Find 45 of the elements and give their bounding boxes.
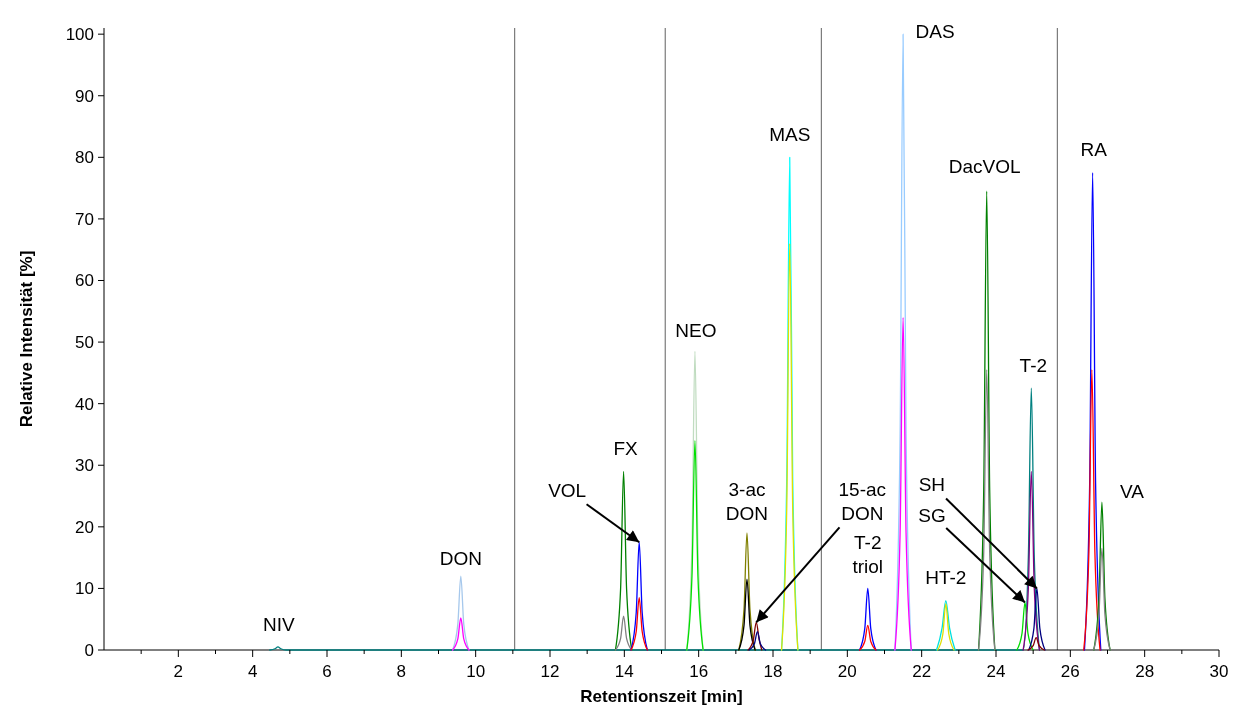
annotation: MAS: [769, 124, 811, 146]
y-tick-label: 10: [75, 579, 94, 599]
x-tick-label: 14: [614, 662, 634, 681]
x-tick-label: 10: [466, 662, 486, 681]
annotation: NEO: [675, 320, 717, 342]
annotation: DacVOL: [948, 156, 1021, 178]
x-axis-title: Retentionszeit [min]: [580, 687, 743, 706]
annotation: VOL: [548, 480, 587, 502]
y-tick-label: 50: [75, 333, 94, 353]
annotation: SG: [918, 504, 946, 526]
annotation: RA: [1080, 138, 1108, 160]
annotation: DON: [439, 548, 482, 570]
x-tick-label: 28: [1135, 662, 1155, 681]
x-tick-label: 20: [837, 662, 857, 681]
y-tick-label: 40: [75, 394, 94, 414]
x-tick-label: 8: [396, 662, 407, 681]
x-tick-label: 12: [540, 662, 560, 681]
x-tick-label: 30: [1209, 662, 1229, 681]
annotation: NIV: [263, 613, 296, 635]
x-tick-label: 18: [763, 662, 783, 681]
y-tick-label: 30: [75, 456, 94, 476]
x-tick-label: 6: [322, 662, 332, 681]
x-tick-label: 24: [986, 662, 1006, 681]
annotation: DAS: [915, 21, 955, 43]
y-tick-label: 90: [75, 86, 94, 106]
annotation: 3-ac DON: [725, 478, 769, 524]
y-tick-label: 0: [84, 641, 94, 660]
y-tick-label: 80: [75, 148, 94, 168]
x-tick-label: 22: [912, 662, 932, 681]
y-axis-title: Relative Intensität [%]: [17, 250, 36, 428]
x-tick-label: 2: [173, 662, 184, 681]
x-tick-label: 26: [1060, 662, 1080, 681]
annotation: T-2 triol: [852, 532, 884, 578]
annotation: HT-2: [925, 566, 967, 588]
annotation: VA: [1119, 481, 1145, 503]
annotation: 15-ac DON: [838, 479, 887, 525]
y-tick-label: 20: [75, 517, 94, 537]
y-tick-label: 70: [75, 209, 94, 229]
x-tick-label: 16: [689, 662, 709, 681]
x-tick-label: 4: [247, 662, 258, 681]
y-tick-label: 100: [65, 25, 94, 45]
annotation: T-2: [1019, 355, 1048, 377]
annotation: SH: [918, 474, 946, 496]
annotation: FX: [613, 438, 639, 460]
y-tick-label: 60: [75, 271, 94, 291]
